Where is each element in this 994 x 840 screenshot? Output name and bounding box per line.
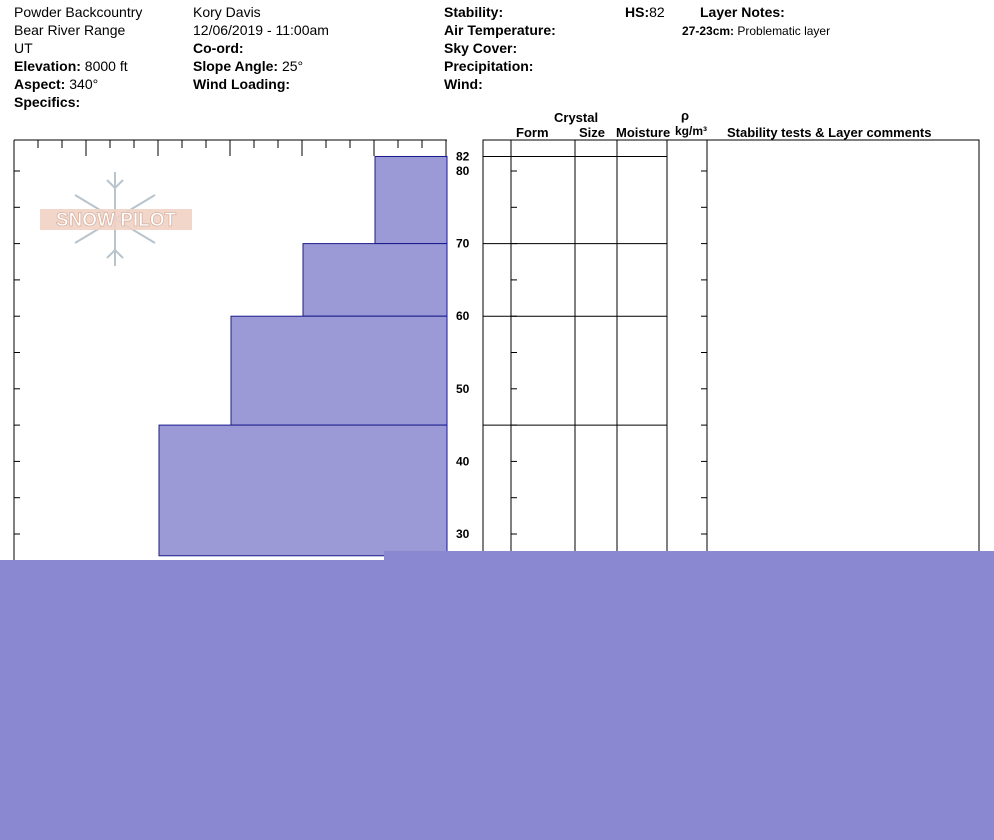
depth-label: 30 — [456, 527, 470, 541]
aspect: Aspect: 340° — [14, 75, 98, 93]
layer-note-text: Problematic layer — [737, 24, 831, 38]
aspect-value: 340° — [69, 76, 99, 92]
stability-label: Stability: — [444, 4, 504, 20]
hardness-bar-2 — [230, 315, 448, 426]
layer-note: 27-23cm: Problematic layer — [682, 22, 830, 40]
hardness-bar-3 — [158, 424, 448, 557]
observation-datetime: 12/06/2019 - 11:00am — [193, 22, 329, 38]
depth-label: 40 — [456, 454, 470, 468]
logo-text: SNOW PILOT — [56, 210, 177, 231]
layer-notes-label: Layer Notes: — [700, 4, 785, 20]
precip-label: Precipitation: — [444, 58, 534, 74]
depth-label-top: 82 — [456, 149, 470, 163]
crystal-header: Crystal — [554, 110, 599, 125]
depth-label: 70 — [456, 237, 470, 251]
hardness-ticks — [13, 140, 447, 156]
hs-value: 82 — [649, 4, 665, 20]
rho-header: ρ — [681, 108, 690, 123]
wind-loading-label: Wind Loading: — [193, 76, 291, 92]
sky-cover-label: Sky Cover: — [444, 40, 518, 56]
range-name: Bear River Range — [14, 22, 126, 38]
hs-label: HS: — [625, 4, 650, 20]
depth-label: 80 — [456, 164, 470, 178]
size-header: Size — [579, 125, 606, 140]
snowpilot-logo: SNOW PILOT — [40, 172, 192, 266]
cover-panel — [0, 560, 994, 840]
specifics-label: Specifics: — [14, 94, 81, 110]
depth-label: 60 — [456, 309, 470, 323]
coord-label: Co-ord: — [193, 40, 244, 56]
depth-label: 50 — [456, 382, 470, 396]
grid-ticks — [511, 170, 707, 535]
moisture-header: Moisture — [616, 125, 671, 140]
comments-header: Stability tests & Layer comments — [727, 125, 932, 140]
wind-label: Wind: — [444, 76, 483, 92]
hs: HS:82 — [625, 3, 665, 21]
slope-label: Slope Angle: — [193, 58, 279, 74]
elevation-value: 8000 ft — [84, 58, 128, 74]
location-name: Powder Backcountry — [14, 4, 143, 20]
layer-note-range: 27-23cm: — [682, 24, 735, 38]
elevation-label: Elevation: — [14, 58, 81, 74]
hardness-bars — [158, 155, 448, 557]
density-unit-header: kg/m³ — [675, 124, 708, 138]
hardness-bar-0 — [374, 155, 448, 245]
aspect-label: Aspect: — [14, 76, 66, 92]
slope-value: 25° — [281, 58, 304, 74]
air-temp-label: Air Temperature: — [444, 22, 556, 38]
slope-angle: Slope Angle: 25° — [193, 57, 303, 75]
form-header: Form — [516, 125, 549, 140]
state-name: UT — [14, 40, 33, 56]
observer-name: Kory Davis — [193, 4, 261, 20]
cover-panel-top — [384, 551, 994, 561]
layer-grid — [482, 139, 980, 561]
hardness-bar-1 — [302, 243, 448, 317]
elevation: Elevation: 8000 ft — [14, 57, 128, 75]
